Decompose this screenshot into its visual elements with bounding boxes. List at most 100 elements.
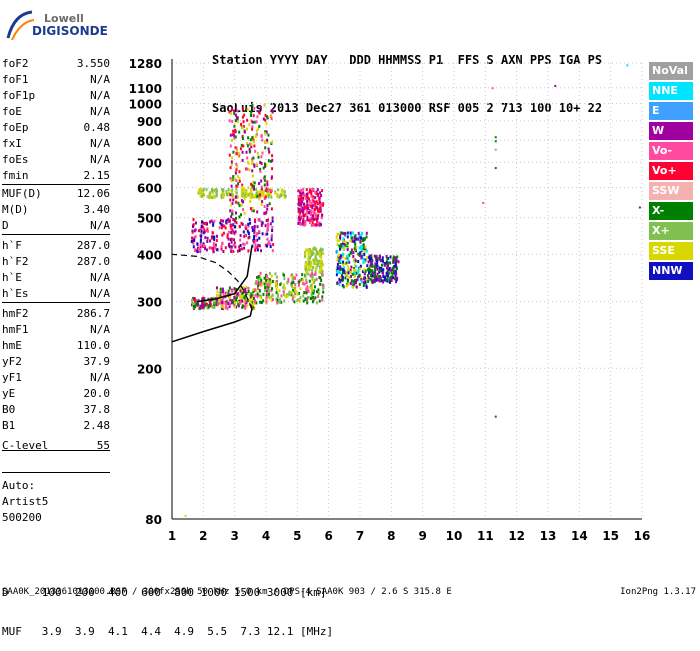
echo-point [241,291,244,295]
echo-point [370,261,373,265]
echo-point [228,245,231,249]
echo-point [251,125,254,129]
echo-point [241,222,244,226]
echo-point [193,236,196,240]
echo-point [241,137,244,140]
echo-point [349,281,352,285]
echo-point [251,157,254,161]
echo-point [234,305,236,309]
y-tick-label: 900 [137,115,162,129]
echo-point [257,281,260,285]
echo-point [347,258,350,262]
echo-point [271,140,274,144]
echo-point [236,116,239,120]
echo-point [319,249,322,253]
x-tick-label: 12 [508,529,525,543]
echo-point [264,232,267,236]
echo-point [210,219,213,223]
echo-point [297,298,300,302]
x-tick-label: 6 [324,529,332,543]
echo-point [388,267,391,271]
echo-point [309,220,311,224]
echo-point [231,156,234,160]
echo-point [304,223,307,226]
echo-point [233,231,236,235]
echo-point [212,241,215,245]
echo-point [264,289,266,293]
echo-point [311,286,313,290]
echo-point [265,295,268,299]
echo-point [248,123,251,127]
echo-point [297,195,300,199]
echo-point [246,107,249,111]
echo-point [381,263,383,267]
echo-point [317,213,320,217]
x-tick-label: 8 [387,529,395,543]
echo-point [363,268,366,272]
echo-point [336,281,339,285]
echo-point [191,303,193,307]
echo-point [362,237,365,241]
echo-point [265,163,268,167]
echo-point [250,190,253,194]
echo-point [266,140,269,144]
echo-point [391,272,394,276]
echo-point [302,299,305,303]
echo-point [336,266,339,270]
echo-point [304,197,307,200]
echo-point [216,189,218,193]
echo-point [294,283,297,287]
param-name: M(D) [2,203,29,216]
param-row: yF1 N/A [2,370,110,386]
echo-point [317,209,320,213]
echo-point [235,152,238,156]
param-value: N/A [90,153,110,166]
echo-point [207,297,210,301]
echo-point [311,278,314,282]
echo-point [229,198,232,202]
echo-point [191,298,193,302]
echo-point [309,204,312,208]
echo-point [252,301,255,305]
echo-point [316,290,318,294]
echo-point [235,200,238,204]
echo-point [238,170,241,174]
echo-point [231,212,234,216]
echo-point [298,280,301,284]
echo-point [201,220,203,224]
echo-point [385,271,388,275]
echo-point [268,188,271,192]
echo-point [336,239,339,243]
echo-point [264,224,267,228]
param-value: N/A [90,219,110,232]
echo-point [308,211,310,215]
echo-point [229,298,232,302]
echo-point [374,265,377,268]
echo-point [225,193,228,197]
echo-point [353,271,356,275]
echo-point [206,236,209,240]
echo-point [222,195,225,199]
echo-point [360,245,363,249]
echo-point [387,261,390,265]
echo-point [318,198,321,202]
echo-point [346,274,349,278]
echo-point [294,290,297,294]
logo-swoosh-icon [6,10,34,41]
echo-point [346,248,349,252]
echo-point [237,303,240,307]
clevel-value: 55 [96,439,110,452]
echo-point [338,256,341,260]
echo-point [254,299,257,303]
echo-point [380,259,382,263]
echo-point [350,251,353,255]
echo-point [359,267,361,271]
echo-point [300,206,303,210]
echo-point [229,133,232,137]
echo-point [284,286,286,290]
echo-point [199,243,202,247]
echo-point [304,267,307,271]
echo-point [390,279,393,282]
echo-point [385,274,388,277]
echo-point [280,189,283,193]
